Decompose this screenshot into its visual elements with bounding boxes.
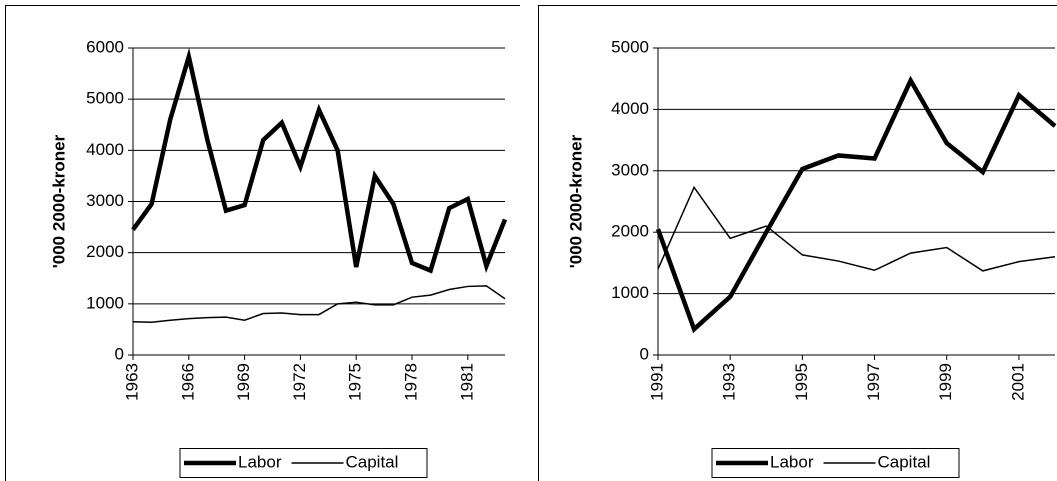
x-tick-label: 2001 (1008, 363, 1027, 401)
legend-label: Capital (877, 452, 930, 471)
legend-label: Labor (770, 452, 814, 471)
y-tick-label: 4000 (611, 99, 649, 118)
y-tick-label: 5000 (86, 89, 124, 108)
x-tick-label: 1963 (122, 363, 141, 401)
y-tick-label: 1000 (611, 283, 649, 302)
y-tick-label: 4000 (86, 140, 124, 159)
y-tick-label: 3000 (611, 160, 649, 179)
x-tick-label: 1966 (178, 363, 197, 401)
legend-label: Capital (345, 452, 398, 471)
panel-border (5, 5, 520, 481)
legend-box (711, 448, 960, 478)
y-tick-label: 6000 (86, 37, 124, 56)
x-tick-label: 1993 (720, 363, 739, 401)
x-tick-label: 1969 (234, 363, 253, 401)
data-line (657, 185, 1056, 272)
y-tick-label: 0 (115, 344, 124, 363)
y-tick-label: 5000 (611, 37, 649, 56)
y-tick-label: 0 (640, 344, 649, 363)
legend-box (179, 448, 428, 478)
y-axis-label: '000 2000-kroner (49, 134, 68, 268)
y-axis-label: '000 2000-kroner (566, 134, 585, 268)
x-tick-label: 1978 (401, 363, 420, 401)
y-tick-label: 3000 (86, 191, 124, 210)
panel-border (538, 5, 1057, 481)
data-line (131, 47, 508, 274)
x-tick-label: 1981 (457, 363, 476, 401)
x-tick-label: 1991 (647, 363, 666, 401)
y-tick-label: 2000 (611, 222, 649, 241)
x-tick-label: 1995 (792, 363, 811, 401)
x-tick-label: 1997 (864, 363, 883, 401)
y-tick-label: 2000 (86, 242, 124, 261)
y-tick-label: 1000 (86, 293, 124, 312)
data-line (655, 75, 1057, 334)
data-line (132, 285, 506, 324)
legend-label: Labor (238, 452, 282, 471)
x-tick-label: 1972 (290, 363, 309, 401)
x-tick-label: 1999 (936, 363, 955, 401)
x-tick-label: 1975 (346, 363, 365, 401)
